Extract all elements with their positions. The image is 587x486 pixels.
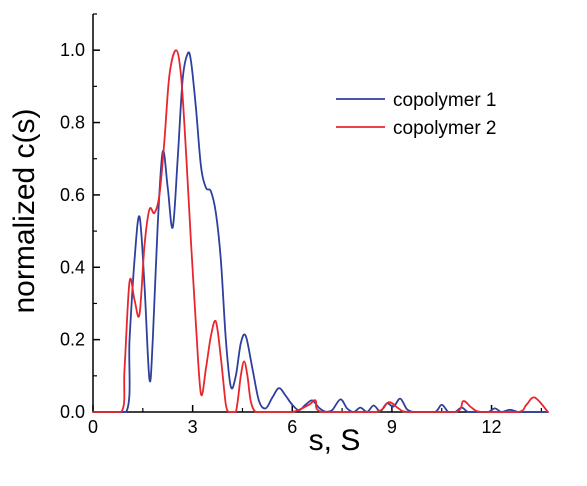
- y-tick-label: 0.4: [60, 257, 85, 277]
- x-tick-label: 9: [387, 417, 397, 437]
- x-axis-ticks: 0 3 6 9 12: [88, 405, 542, 437]
- y-tick-label: 1.0: [60, 40, 85, 60]
- x-tick-label: 12: [482, 417, 502, 437]
- legend-label-2: copolymer 2: [393, 118, 497, 139]
- y-axis-ticks: 0.0 0.2 0.4 0.6 0.8 1.0: [60, 13, 100, 422]
- x-tick-label: 6: [287, 417, 297, 437]
- legend-label-1: copolymer 1: [393, 90, 497, 111]
- series-line-2: [92, 49, 549, 413]
- y-tick-label: 0.8: [60, 113, 85, 133]
- legend: copolymer 1 copolymer 2: [336, 90, 497, 139]
- y-tick-label: 0.2: [60, 330, 85, 350]
- series-group: [92, 49, 549, 413]
- x-tick-label: 0: [88, 417, 98, 437]
- x-axis-title: s, S: [309, 424, 361, 457]
- y-tick-label: 0.0: [60, 402, 85, 422]
- x-tick-label: 3: [188, 417, 198, 437]
- y-axis-title: normalized c(s): [8, 108, 41, 313]
- y-tick-label: 0.6: [60, 185, 85, 205]
